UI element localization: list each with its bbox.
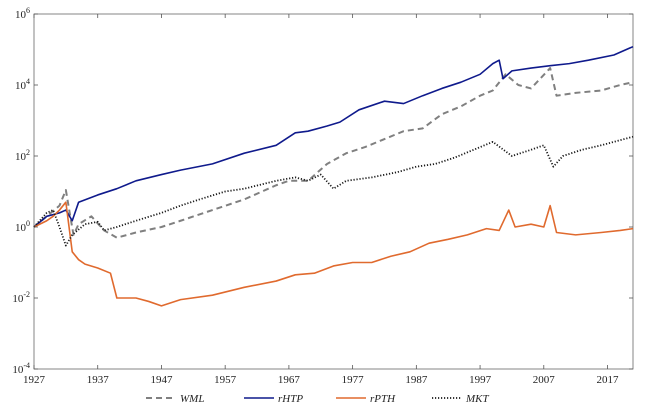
y-tick-label: 100: [15, 219, 30, 234]
axes: 1927 1937 1947 1957 1967 1977 1987 1997 2007 2017…: [12, 6, 633, 386]
legend: WML rHTP rPTH MKT: [146, 393, 490, 405]
x-tick-label: 1947: [150, 374, 173, 386]
x-tick-label: 1977: [342, 374, 365, 386]
x-tick-label: 1957: [214, 374, 237, 386]
plot-area: [33, 13, 634, 370]
y-tick-label: 10-4: [12, 361, 30, 376]
x-tick-label: 2007: [533, 374, 556, 386]
series-line-rhtp: [33, 45, 634, 228]
y-tick-label: 106: [15, 6, 30, 21]
y-tick-label: 104: [15, 77, 30, 92]
legend-label-mkt: MKT: [465, 393, 490, 405]
x-tick-label: 1987: [405, 374, 428, 386]
y-tick-label: 102: [15, 148, 30, 163]
x-tick-label: 1997: [469, 374, 492, 386]
y-tick-label: 10-2: [12, 290, 30, 305]
legend-label-rpth: rPTH: [370, 393, 396, 405]
legend-label-wml: WML: [180, 393, 204, 405]
x-tick-label: 1937: [87, 374, 110, 386]
x-tick-label: 1927: [23, 374, 46, 386]
legend-label-rhtp: rHTP: [278, 393, 303, 405]
x-tick-label: 2017: [597, 374, 620, 386]
series-line-rpth: [33, 201, 634, 307]
series-line-wml: [33, 67, 634, 239]
series-layer: [33, 45, 634, 307]
x-tick-label: 1967: [278, 374, 301, 386]
